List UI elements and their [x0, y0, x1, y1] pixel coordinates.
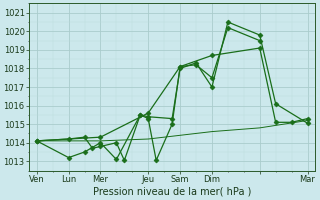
X-axis label: Pression niveau de la mer( hPa ): Pression niveau de la mer( hPa )	[93, 187, 251, 197]
